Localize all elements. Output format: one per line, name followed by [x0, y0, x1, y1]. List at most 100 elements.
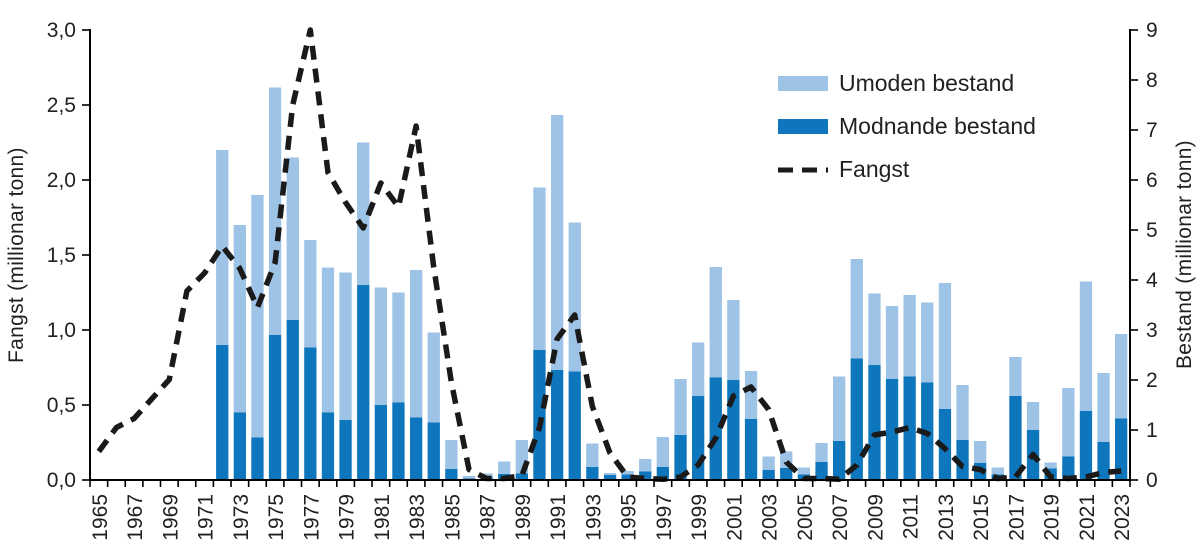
right-tick-label: 7	[1146, 119, 1158, 142]
umoden-swatch-icon	[778, 75, 828, 91]
bar-umoden-2013	[938, 283, 952, 409]
bar-umoden-1985	[445, 440, 458, 469]
bar-umoden-1983	[410, 270, 423, 418]
bar-umoden-2002	[744, 371, 758, 419]
fangst-line	[96, 27, 1122, 483]
bar-modnande-2009	[868, 365, 881, 480]
bar-modnande-2010	[885, 379, 899, 480]
legend-label-fangst: Fangst	[839, 155, 910, 182]
bar-modnande-1998	[674, 435, 687, 480]
x-tick-label-1967: 1967	[124, 494, 147, 541]
bar-umoden-1999	[692, 342, 705, 396]
bar-modnande-1979	[339, 420, 352, 480]
bar-modnande-2013	[938, 409, 952, 480]
x-tick-label-2009: 2009	[864, 494, 887, 541]
right-tick-label: 2	[1146, 369, 1158, 392]
bar-umoden-2001	[727, 300, 740, 380]
bar-umoden-2012	[921, 302, 934, 383]
bar-umoden-1981	[374, 287, 387, 405]
bar-umoden-2022	[1097, 373, 1110, 442]
right-tick-label: 9	[1146, 19, 1158, 42]
bar-umoden-1994	[603, 473, 617, 475]
bar-modnande-1976	[286, 320, 299, 480]
x-tick-label-1991: 1991	[547, 494, 570, 541]
legend-label-modnande: Modnande bestand	[839, 112, 1036, 139]
x-tick-label-2021: 2021	[1076, 494, 1099, 541]
legend-item-umoden: Umoden bestand	[778, 70, 1036, 96]
x-tick-label-2005: 2005	[794, 494, 817, 541]
x-tick-label-1987: 1987	[477, 494, 500, 541]
bar-umoden-2018	[1026, 402, 1040, 430]
bar-umoden-2008	[850, 259, 863, 359]
bar-umoden-2003	[762, 456, 775, 470]
left-tick-label: 0,5	[47, 394, 76, 417]
left-tick-label: 2,0	[47, 169, 76, 192]
bar-umoden-1972	[216, 150, 229, 345]
bar-modnande-1992	[568, 371, 581, 480]
x-tick-label-2015: 2015	[970, 494, 993, 541]
x-tick-label-2013: 2013	[935, 494, 958, 541]
x-tick-label-2007: 2007	[829, 494, 852, 541]
bar-modnande-1984	[427, 422, 440, 480]
x-tick-label-2011: 2011	[900, 494, 923, 539]
bar-modnande-1972	[216, 345, 229, 480]
bar-umoden-1991	[551, 115, 564, 370]
bar-umoden-2015	[974, 441, 987, 463]
bar-modnande-1991	[551, 370, 564, 480]
x-tick-label-1973: 1973	[230, 494, 253, 541]
bar-umoden-1982	[392, 292, 405, 403]
bar-modnande-1994	[603, 475, 617, 480]
bar-modnande-1995	[621, 474, 634, 480]
bar-umoden-1998	[674, 379, 687, 435]
x-tick-label-1999: 1999	[688, 494, 711, 541]
bar-umoden-1986	[462, 476, 476, 479]
legend-item-fangst: Fangst	[778, 156, 1036, 182]
bar-umoden-1974	[251, 195, 264, 438]
x-tick-label-1989: 1989	[512, 494, 535, 541]
bar-umoden-2010	[885, 306, 899, 379]
x-tick-label-2001: 2001	[723, 494, 746, 541]
bar-modnande-2008	[850, 358, 863, 480]
bar-modnande-2006	[815, 462, 828, 480]
bar-umoden-1992	[568, 222, 581, 372]
left-axis-title: Fangst (millionar tonn)	[5, 147, 28, 363]
bar-umoden-1997	[656, 437, 669, 467]
bar-modnande-2002	[744, 419, 758, 480]
bar-modnande-1989	[515, 473, 528, 480]
x-tick-label-2019: 2019	[1041, 494, 1064, 541]
x-tick-label-1981: 1981	[371, 494, 394, 541]
left-tick-label: 2,5	[47, 94, 76, 117]
legend: Umoden bestand Modnande bestand Fangst	[778, 70, 1036, 182]
bar-modnande-2007	[833, 441, 846, 480]
bar-modnande-1983	[410, 417, 423, 480]
tick-labels: 0,0 0,5 1,0 1,5 2,0 2,5 3,0 0 1 2 3 4 5 6 7 8 9 1965 1967 1…	[47, 19, 1158, 541]
bar-modnande-1978	[321, 412, 335, 480]
bar-modnande-1985	[445, 469, 458, 480]
bar-umoden-2006	[815, 443, 828, 462]
right-axis-title: Bestand (millionar tonn)	[1173, 140, 1196, 370]
bar-umoden-1973	[233, 225, 246, 413]
bar-umoden-1988	[498, 461, 511, 474]
modnande-swatch-icon	[778, 118, 828, 134]
bar-umoden-1980	[357, 142, 370, 285]
bar-modnande-1980	[357, 285, 370, 480]
bar-modnande-2020	[1062, 456, 1075, 480]
bar-umoden-2005	[797, 467, 810, 475]
x-tick-label-1965: 1965	[89, 494, 112, 541]
bar-umoden-1984	[427, 332, 440, 423]
bar-modnande-1990	[533, 350, 546, 480]
bar-modnande-1982	[392, 402, 405, 480]
right-tick-label: 8	[1146, 69, 1158, 92]
bar-umoden-1995	[621, 471, 634, 475]
bar-umoden-2000	[709, 267, 722, 378]
legend-item-modnande: Modnande bestand	[778, 113, 1036, 139]
bar-modnande-2014	[956, 440, 969, 480]
bar-modnande-2004	[780, 468, 793, 480]
bar-umoden-2011	[903, 295, 916, 377]
bar-modnande-2023	[1115, 418, 1128, 480]
x-tick-label-1979: 1979	[336, 494, 359, 541]
x-tick-label-1969: 1969	[159, 494, 182, 541]
right-tick-label: 6	[1146, 169, 1158, 192]
bar-umoden-2016	[991, 467, 1004, 475]
